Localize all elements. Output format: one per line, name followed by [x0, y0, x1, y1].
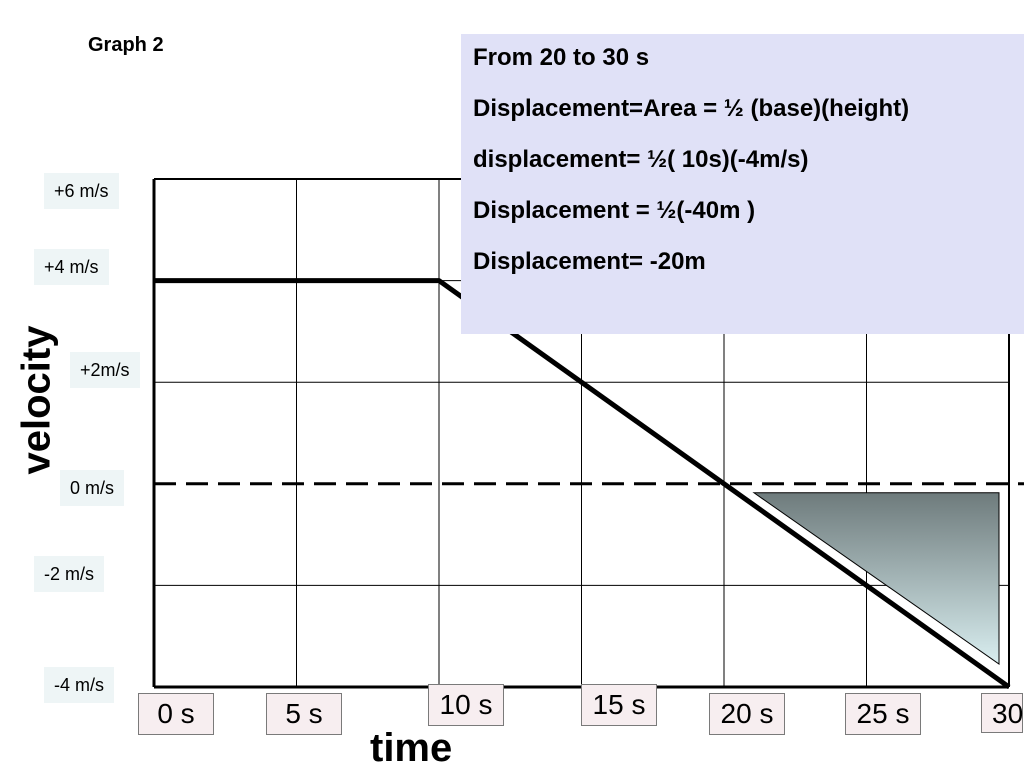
note-line: Displacement=Area = ½ (base)(height): [473, 95, 910, 122]
x-tick-label: 15 s: [581, 684, 657, 726]
x-tick-label: 20 s: [709, 693, 785, 735]
x-tick-label: 10 s: [428, 684, 504, 726]
y-axis-label: velocity: [14, 325, 59, 475]
note-line: From 20 to 30 s: [473, 44, 650, 71]
x-tick-label: 25 s: [845, 693, 921, 735]
note-line: Displacement= -20m: [473, 248, 706, 275]
displacement-area-triangle: [752, 492, 1000, 665]
x-axis-label: time: [370, 726, 453, 770]
y-tick-label: +6 m/s: [44, 173, 119, 209]
graph-title: Graph 2: [88, 34, 164, 56]
note-line: displacement= ½( 10s)(-4m/s): [473, 146, 809, 173]
y-tick-label: +4 m/s: [34, 249, 109, 285]
x-tick-label: 30: [981, 693, 1023, 733]
y-tick-label: 0 m/s: [60, 470, 125, 506]
note-line: Displacement = ½(-40m ): [473, 197, 756, 224]
x-tick-label: 5 s: [266, 693, 342, 735]
y-tick-label: -4 m/s: [44, 667, 115, 703]
y-tick-label: +2m/s: [70, 352, 140, 388]
velocity-series-line: [154, 278, 1011, 690]
x-tick-label: 0 s: [138, 693, 214, 735]
calculation-note: From 20 to 30 s Displacement=Area = ½ (b…: [461, 34, 1024, 334]
y-tick-label: -2 m/s: [34, 556, 105, 592]
